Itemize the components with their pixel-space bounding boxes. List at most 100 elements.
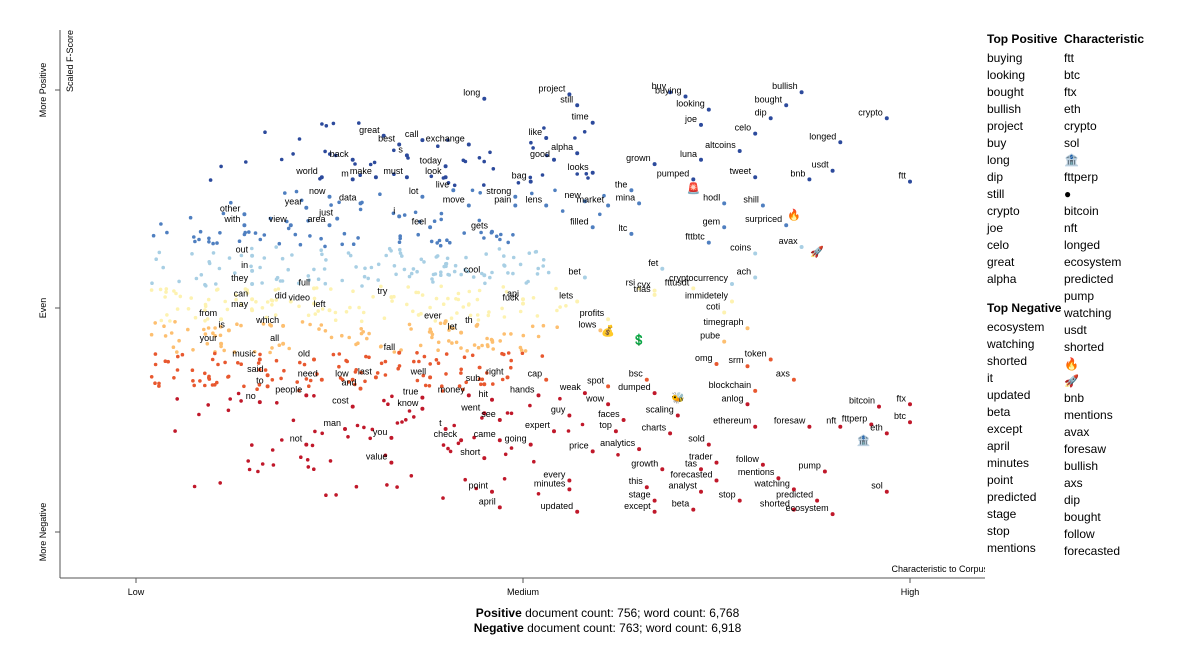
top-negative-term[interactable]: predicted [987, 490, 1037, 504]
characteristic-term[interactable]: crypto [1064, 119, 1097, 133]
top-negative-term[interactable]: it [987, 371, 993, 385]
term-label: timegraph [703, 317, 743, 327]
term-dot [513, 194, 518, 199]
characteristic-term[interactable]: nft [1064, 221, 1078, 235]
characteristic-term[interactable]: dip [1064, 493, 1081, 507]
characteristic-term[interactable]: sol [1064, 136, 1080, 150]
term-dot [536, 492, 541, 496]
characteristic-term[interactable]: mentions [1064, 408, 1113, 422]
top-negative-term[interactable]: beta [987, 405, 1011, 419]
top-negative-term[interactable]: updated [987, 388, 1031, 402]
characteristic-term[interactable]: ftx [1064, 85, 1077, 99]
term-dot [447, 339, 451, 343]
characteristic-term[interactable]: bitcoin [1064, 204, 1099, 218]
characteristic-term[interactable]: shorted [1064, 340, 1105, 354]
term-dot [505, 411, 510, 415]
top-positive-term[interactable]: great [987, 255, 1015, 269]
term-label: scaling [646, 405, 674, 415]
term-dot [392, 350, 397, 354]
term-dot [234, 293, 238, 297]
term-dot [491, 347, 496, 351]
top-negative-term[interactable]: stop [987, 524, 1010, 538]
term-label: true [403, 387, 419, 397]
top-negative-term[interactable]: mentions [987, 541, 1036, 555]
term-dot [416, 232, 421, 237]
characteristic-term[interactable]: pump [1064, 289, 1095, 303]
top-positive-term[interactable]: still [987, 187, 1005, 201]
characteristic-term[interactable]: eth [1064, 102, 1081, 116]
characteristic-term[interactable]: ● [1064, 186, 1164, 203]
characteristic-term[interactable]: watching [1064, 306, 1112, 320]
term-dot [466, 269, 470, 274]
characteristic-term[interactable]: 🔥 [1064, 356, 1164, 373]
characteristic-term[interactable]: 🏦 [1064, 152, 1164, 169]
top-negative-term[interactable]: shorted [987, 354, 1028, 368]
term-dot [313, 429, 317, 434]
term-dot [250, 297, 255, 302]
characteristic-term[interactable]: foresaw [1064, 442, 1107, 456]
term-label: fet [648, 258, 659, 268]
term-dot [300, 320, 305, 324]
characteristic-term[interactable]: longed [1064, 238, 1101, 252]
term-label: altcoins [705, 140, 736, 150]
characteristic-term[interactable]: follow [1064, 527, 1095, 541]
term-label: analytics [600, 438, 636, 448]
top-positive-term[interactable]: joe [987, 221, 1004, 235]
term-label: dip [755, 107, 767, 117]
characteristic-term[interactable]: ecosystem [1064, 255, 1122, 269]
top-positive-term[interactable]: buying [987, 51, 1023, 65]
top-positive-term[interactable]: project [987, 119, 1024, 133]
characteristic-term[interactable]: bought [1064, 510, 1101, 524]
top-positive-term[interactable]: crypto [987, 204, 1020, 218]
characteristic-term[interactable]: usdt [1064, 323, 1087, 337]
top-positive-term[interactable]: celo [987, 238, 1010, 252]
top-negative-term[interactable]: ecosystem [987, 320, 1045, 334]
top-positive-term[interactable]: bullish [987, 102, 1022, 116]
characteristic-term[interactable]: bullish [1064, 459, 1099, 473]
top-positive-term[interactable]: long [987, 153, 1010, 167]
characteristic-term[interactable]: fttperp [1064, 170, 1099, 184]
term-dot [389, 460, 394, 465]
top-negative-term[interactable]: minutes [987, 456, 1030, 470]
term-dot [412, 359, 416, 364]
term-label: make [350, 166, 372, 176]
characteristic-term[interactable]: 🚀 [1064, 373, 1164, 390]
term-dot [235, 322, 239, 327]
top-negative-term[interactable]: april [987, 439, 1010, 453]
top-positive-term[interactable]: dip [987, 170, 1004, 184]
term-dot [361, 310, 366, 315]
term-dot [207, 236, 211, 241]
characteristic-term[interactable]: forecasted [1064, 544, 1121, 558]
top-positive-term[interactable]: buy [987, 136, 1007, 150]
term-label: move [443, 195, 465, 205]
top-positive-term[interactable]: bought [987, 85, 1024, 99]
characteristic-term[interactable]: predicted [1064, 272, 1114, 286]
term-label: rsi [626, 277, 636, 287]
term-dot [282, 368, 286, 373]
term-label: joe [684, 114, 697, 124]
term-label: immidetely [685, 291, 729, 301]
term-label: lows [578, 319, 597, 329]
characteristic-term[interactable]: ftt [1064, 51, 1075, 65]
term-dot [509, 332, 513, 336]
characteristic-term[interactable]: axs [1064, 476, 1083, 490]
characteristic-term[interactable]: bnb [1064, 391, 1085, 405]
top-positive-term[interactable]: alpha [987, 272, 1017, 286]
term-dot [186, 307, 191, 311]
negative-label: Negative [473, 621, 524, 635]
characteristic-term[interactable]: avax [1064, 425, 1090, 439]
term-dot [288, 299, 293, 304]
characteristic-term[interactable]: btc [1064, 68, 1081, 82]
term-dot [652, 509, 657, 514]
top-negative-term[interactable]: stage [987, 507, 1017, 521]
top-negative-term[interactable]: point [987, 473, 1014, 487]
term-dot [467, 289, 472, 294]
top-positive-term[interactable]: looking [987, 68, 1026, 82]
top-negative-term[interactable]: except [987, 422, 1023, 436]
top-negative-term[interactable]: watching [987, 337, 1035, 351]
term-dot [375, 371, 380, 375]
term-dot [528, 175, 533, 180]
term-label: now [309, 186, 326, 196]
term-dot [312, 267, 316, 272]
term-dot [652, 288, 657, 293]
